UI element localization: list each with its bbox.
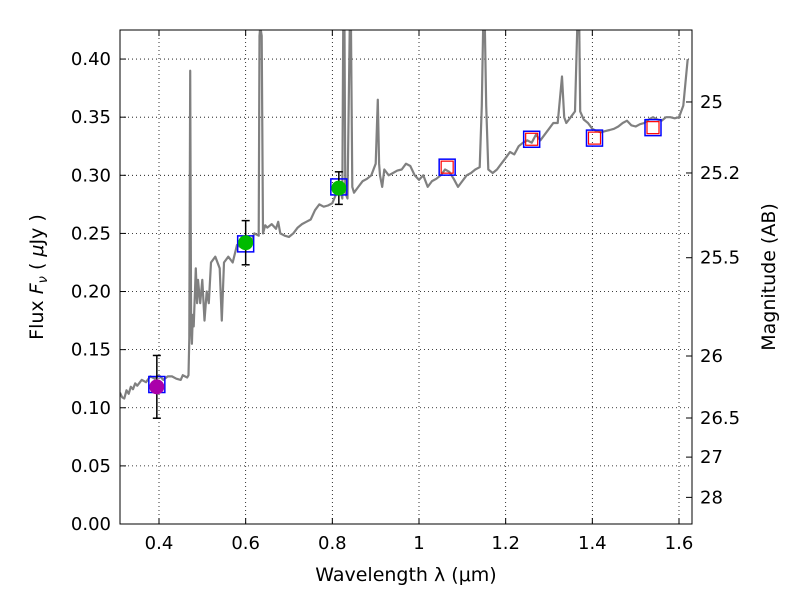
y-tick-label: 0.00 bbox=[71, 514, 111, 535]
series-layer bbox=[120, 30, 689, 400]
model-flux-square bbox=[585, 129, 604, 147]
y-tick-label: 0.35 bbox=[71, 107, 111, 128]
y-axis-title: Flux Fν ( μJy ) bbox=[26, 214, 51, 340]
plot-frame bbox=[119, 29, 693, 525]
model-flux-inner-square bbox=[440, 160, 454, 174]
marker-layer bbox=[148, 118, 662, 419]
x-axis-title: Wavelength λ (μm) bbox=[315, 564, 496, 586]
x-tick-label: 0.6 bbox=[231, 533, 260, 554]
y2-tick-label: 26 bbox=[700, 346, 723, 367]
model-flux-inner-square bbox=[525, 132, 539, 146]
y-tick-label: 0.10 bbox=[71, 398, 111, 419]
y-tick-label: 0.30 bbox=[71, 165, 111, 186]
axes: 0.4 0.6 0.8 1 1.2 1.4 1.6 0.00 0.05 0.10 0.15 0.20 0… bbox=[71, 30, 740, 554]
x-tick-label: 1.2 bbox=[491, 533, 520, 554]
x-tick-label: 0.4 bbox=[145, 533, 174, 554]
sed-model-line bbox=[120, 30, 689, 400]
y2-tick-label: 25.2 bbox=[700, 163, 740, 184]
observed-flux-point bbox=[238, 235, 254, 251]
y-tick-label: 0.25 bbox=[71, 223, 111, 244]
y-tick-label: 0.15 bbox=[71, 340, 111, 361]
y2-tick-label: 27 bbox=[700, 447, 723, 468]
x-tick-label: 1.6 bbox=[665, 533, 694, 554]
y2-axis-title: Magnitude (AB) bbox=[758, 203, 780, 351]
y-tick-label: 0.05 bbox=[71, 456, 111, 477]
y2-tick-label: 25 bbox=[700, 92, 723, 113]
y2-tick-label: 25.5 bbox=[700, 248, 740, 269]
y-tick-label: 0.20 bbox=[71, 282, 111, 303]
model-flux-inner-square bbox=[646, 121, 660, 135]
model-flux-square bbox=[644, 118, 662, 137]
model-flux-square bbox=[438, 158, 456, 176]
grid bbox=[120, 30, 692, 524]
model-flux-square bbox=[522, 130, 541, 149]
x-tick-label: 1.4 bbox=[578, 533, 607, 554]
observed-flux-point bbox=[331, 180, 347, 196]
y-tick-label: 0.40 bbox=[71, 49, 111, 70]
model-flux-inner-square bbox=[587, 131, 602, 145]
y2-tick-label: 28 bbox=[700, 487, 723, 508]
y2-tick-label: 26.5 bbox=[700, 408, 740, 429]
x-tick-label: 1 bbox=[413, 533, 424, 554]
observed-flux-point bbox=[149, 379, 165, 395]
x-tick-label: 0.8 bbox=[318, 533, 347, 554]
